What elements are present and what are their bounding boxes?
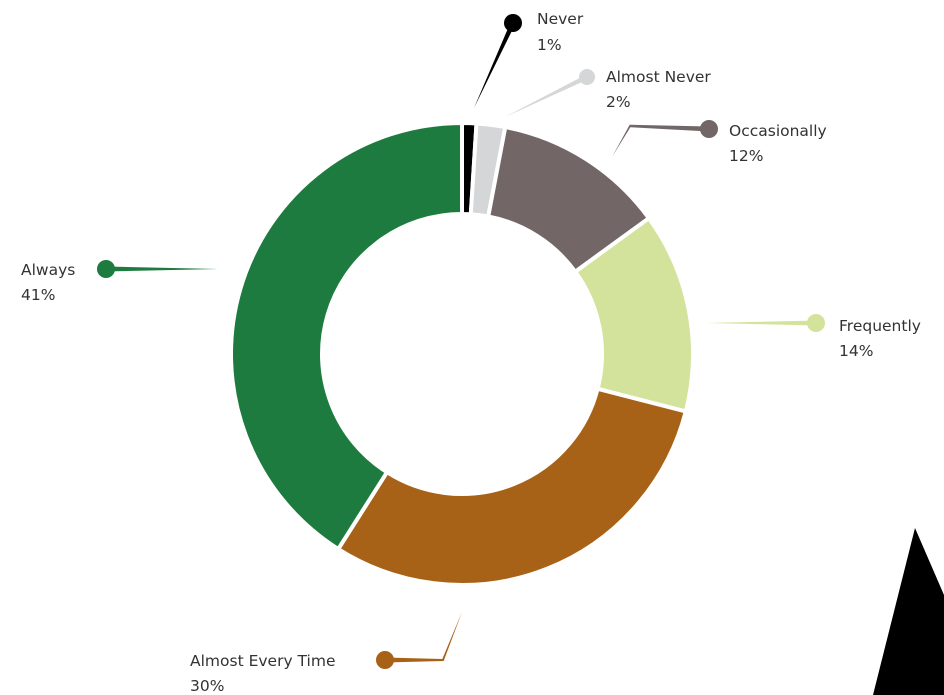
data-label-never: Never 1% [537, 10, 584, 54]
leader-line-occasionally [612, 124, 710, 157]
data-label-occasionally: Occasionally 12% [729, 122, 827, 165]
callouts [97, 14, 825, 669]
category-label-frequently: Frequently [839, 317, 921, 335]
callout-occasionally [612, 120, 718, 157]
value-label-occasionally: 12% [729, 147, 763, 165]
category-label-occasionally: Occasionally [729, 122, 827, 140]
leader-line-never [474, 21, 516, 108]
data-label-almost-every-time: Almost Every Time 30% [190, 652, 335, 695]
corner-ribbon-mark [873, 528, 944, 695]
value-label-almost-never: 2% [606, 93, 631, 111]
value-label-frequently: 14% [839, 342, 873, 360]
value-label-almost-every-time: 30% [190, 677, 224, 695]
callout-frequently [706, 314, 825, 332]
data-label-almost-never: Almost Never 2% [606, 68, 711, 111]
donut-slices [229, 121, 695, 587]
leader-dot-frequently [807, 314, 825, 332]
category-label-almost-every-time: Almost Every Time [190, 652, 335, 670]
leader-line-frequently [706, 320, 816, 326]
callout-almost-every-time [376, 612, 462, 669]
leader-dot-almost-never [579, 69, 595, 85]
leader-dot-occasionally [700, 120, 718, 138]
slice-always [229, 121, 464, 552]
leader-dot-always [97, 260, 115, 278]
value-label-never: 1% [537, 36, 562, 54]
value-label-always: 41% [21, 286, 55, 304]
leader-dot-never [504, 14, 522, 32]
category-label-almost-never: Almost Never [606, 68, 711, 86]
callout-always [97, 260, 218, 278]
leader-line-always [106, 266, 218, 272]
leader-line-almost-every-time [385, 612, 462, 663]
callout-never [474, 14, 522, 108]
leader-line-almost-never [505, 74, 589, 117]
leader-dot-almost-every-time [376, 651, 394, 669]
category-label-never: Never [537, 10, 584, 28]
slice-almost-every-time [336, 386, 688, 587]
data-label-frequently: Frequently 14% [839, 317, 921, 360]
category-label-always: Always [21, 261, 75, 279]
data-label-always: Always 41% [21, 261, 75, 304]
callout-almost-never [505, 69, 595, 117]
